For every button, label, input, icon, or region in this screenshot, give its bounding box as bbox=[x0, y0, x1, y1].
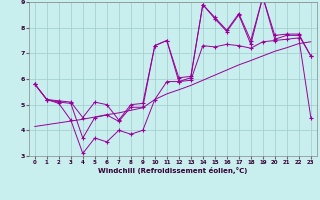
X-axis label: Windchill (Refroidissement éolien,°C): Windchill (Refroidissement éolien,°C) bbox=[98, 167, 247, 174]
